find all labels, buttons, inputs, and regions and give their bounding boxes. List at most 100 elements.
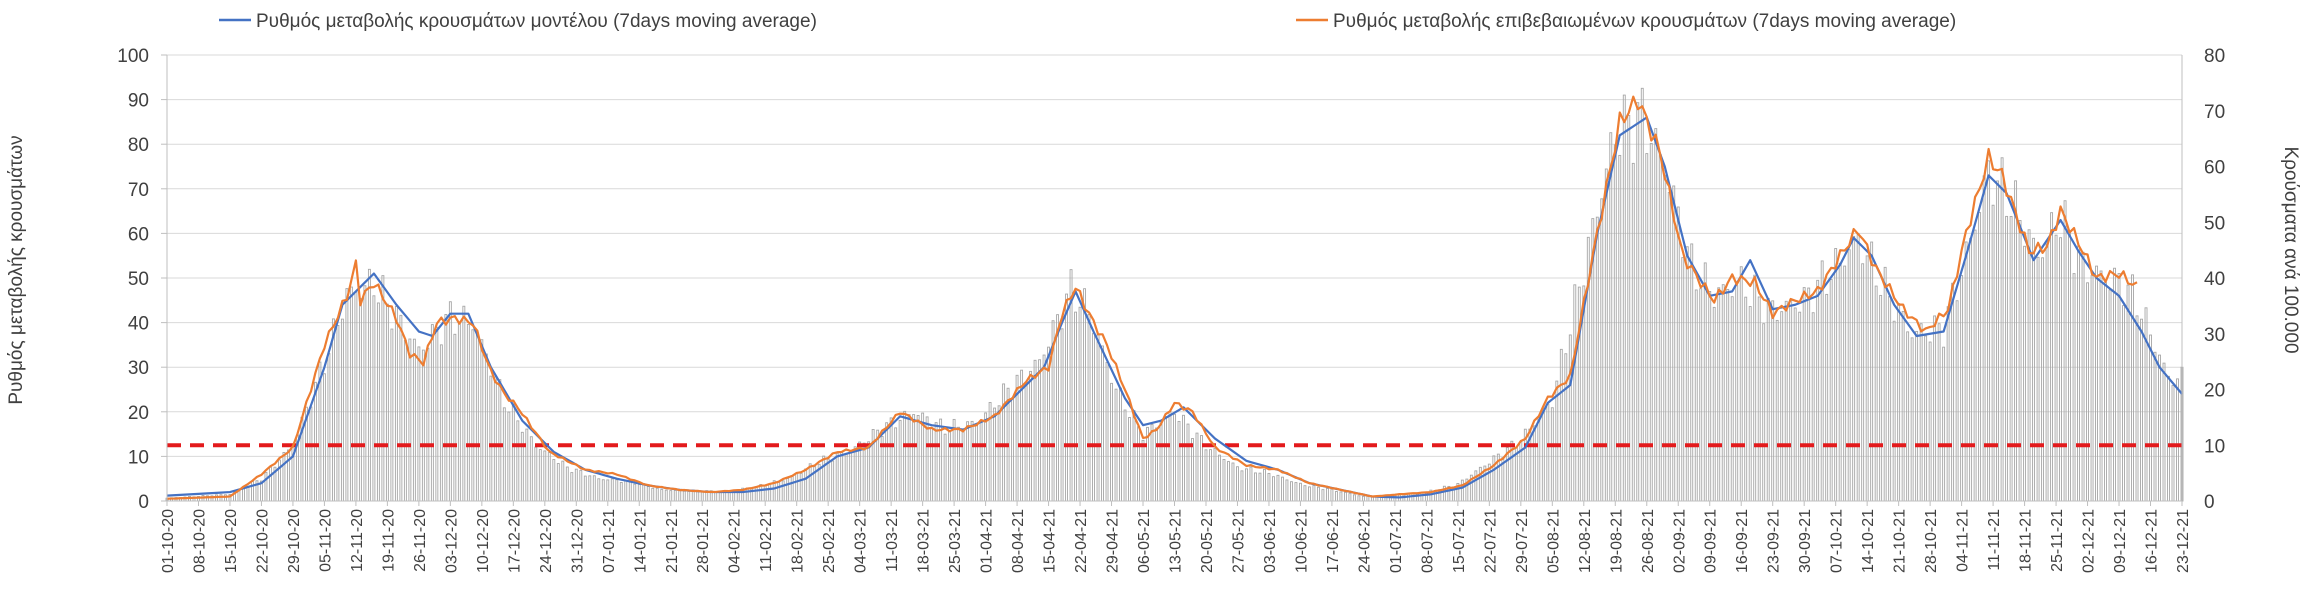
y-tick-label: 100 [117,46,149,67]
bar [1267,472,1271,502]
y2-axis-label: Κρούσματα ανά 100.000 [2280,146,2301,353]
bar [1289,481,1293,502]
bar [1739,266,1743,502]
bar [1609,132,1613,502]
bar [889,417,893,502]
bar [1348,493,1352,502]
bar [1762,323,1766,502]
bar [795,473,799,502]
bar [1546,403,1550,502]
x-tick-label: 23-09-21 [1766,509,1783,573]
bar [1236,466,1239,502]
bar [538,449,542,502]
bar [1793,307,1797,502]
bar [664,489,668,502]
x-tick-label: 27-05-21 [1230,509,1247,573]
bar [1937,323,1941,502]
bar [1334,491,1338,502]
y2-tick-label: 70 [2204,102,2225,123]
bar [1033,359,1037,502]
y2-tick-label: 0 [2204,492,2215,513]
bar [1919,323,1923,502]
x-tick-label: 25-11-21 [2049,509,2066,572]
bar [331,318,335,502]
x-tick-label: 18-02-21 [790,509,807,573]
bar [349,286,353,502]
bar [1694,289,1698,502]
bar [1807,287,1811,502]
x-tick-label: 25-02-21 [821,509,838,573]
bar [1361,495,1365,502]
bar [678,489,682,502]
bar [1209,449,1212,502]
bar [777,480,781,502]
bar [552,459,556,502]
bar [403,339,407,502]
bar [2135,315,2139,502]
x-tick-label: 26-11-20 [412,509,429,572]
x-tick-label: 06-05-21 [1136,509,1153,573]
bar [1847,249,1851,502]
bar [2054,234,2058,502]
bar [700,491,704,502]
bar [462,305,466,502]
bar [597,478,601,502]
bar [583,475,587,502]
bar [1182,414,1185,502]
bar [1784,300,1788,502]
bar [660,489,664,502]
x-tick-label: 22-04-21 [1073,509,1090,573]
bar [2158,354,2161,502]
bar [1137,426,1140,502]
bar [1636,102,1640,502]
bar [1622,94,1626,502]
y-tick-label: 50 [128,269,149,290]
bar [1681,257,1685,502]
bar [1816,279,1820,502]
bar [385,303,389,502]
legend: Ρυθμός μεταβολής κρουσμάτων μοντέλου (7d… [219,11,1956,32]
bar [1343,491,1347,502]
bar [1555,380,1559,502]
bar [1245,468,1248,502]
bar [651,487,655,502]
bar [493,376,497,502]
bar [435,326,439,502]
bar [1910,337,1914,502]
bar [943,433,947,502]
bar [439,344,443,502]
x-tick-label: 20-05-21 [1199,509,1216,573]
bar [898,419,902,502]
bar [754,486,758,502]
x-tick-label: 10-06-21 [1293,509,1310,573]
bar [682,490,686,502]
bar [939,418,943,502]
bar [1955,300,1959,502]
bar [916,415,920,502]
bar [430,324,434,502]
bar [799,472,803,502]
x-tick-label: 01-04-21 [979,509,996,573]
bar [313,381,317,502]
bar [1541,408,1545,502]
x-tick-label: 09-12-21 [2112,509,2129,573]
bar [948,430,952,502]
bar [1703,262,1707,502]
bar [1263,468,1266,502]
bar [534,446,538,502]
bar [1595,216,1599,502]
x-tick-label: 01-10-20 [160,509,177,573]
bar [2086,282,2089,502]
bar [619,482,623,502]
bar [763,485,767,502]
bar [1811,312,1815,502]
bar [1532,425,1536,502]
bar [1492,455,1496,502]
bar [894,427,898,502]
bar [1627,114,1631,502]
bar [327,353,331,502]
bar [826,458,830,502]
bar [511,403,515,502]
x-tick-label: 31-12-20 [569,509,586,573]
